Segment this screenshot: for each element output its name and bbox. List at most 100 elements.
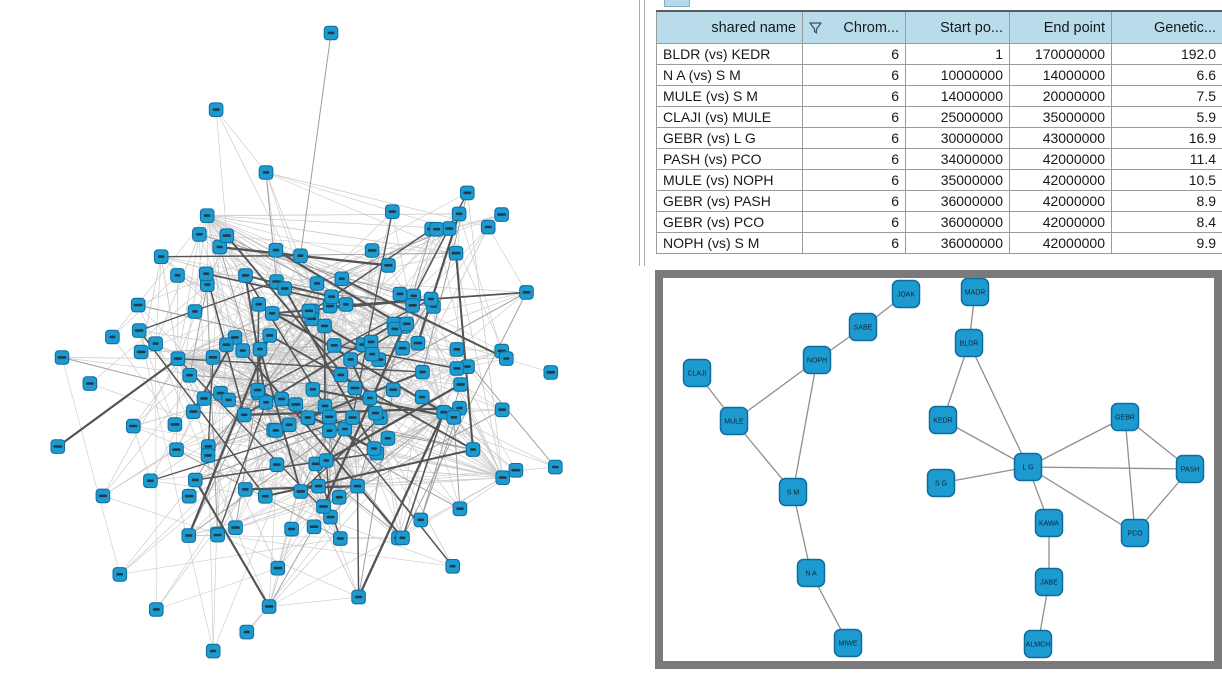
network-node[interactable] (251, 383, 265, 397)
network-node[interactable] (239, 483, 253, 497)
network-node[interactable] (346, 411, 360, 425)
network-node[interactable] (200, 209, 214, 223)
network-node[interactable] (382, 259, 396, 273)
network-node[interactable]: NOPH (804, 347, 831, 374)
network-node[interactable] (396, 531, 410, 545)
network-node[interactable] (312, 479, 326, 493)
network-node[interactable] (446, 560, 460, 574)
network-node[interactable]: N A (798, 560, 825, 587)
network-node[interactable] (396, 342, 410, 356)
panel-splitter[interactable] (639, 0, 645, 266)
network-node[interactable] (328, 339, 342, 353)
network-node[interactable] (400, 317, 414, 331)
network-node[interactable] (323, 424, 337, 438)
network-node[interactable] (364, 335, 378, 349)
network-node[interactable] (351, 479, 365, 493)
network-node[interactable]: CLAJI (684, 360, 711, 387)
network-node[interactable] (211, 528, 225, 542)
network-node[interactable]: KEDR (930, 407, 957, 434)
network-node[interactable] (363, 391, 377, 405)
network-node[interactable] (278, 282, 292, 296)
network-node[interactable] (406, 299, 420, 313)
column-header-shared-name[interactable]: shared name (657, 11, 803, 44)
network-node[interactable] (285, 522, 299, 536)
network-node[interactable]: PASH (1177, 456, 1204, 483)
network-node[interactable] (131, 298, 145, 312)
network-node[interactable] (282, 418, 296, 432)
network-node[interactable] (544, 366, 558, 380)
network-node[interactable] (365, 244, 379, 258)
network-node[interactable] (332, 491, 346, 505)
network-node[interactable] (348, 381, 362, 395)
network-node[interactable] (259, 396, 273, 410)
network-node[interactable] (222, 393, 236, 407)
network-node[interactable] (461, 186, 475, 200)
network-node[interactable] (269, 243, 283, 257)
network-node[interactable] (450, 343, 464, 357)
network-node[interactable] (416, 365, 430, 379)
network-node[interactable] (317, 500, 331, 514)
network-node[interactable] (323, 410, 337, 424)
network-node[interactable] (187, 405, 201, 419)
network-node[interactable] (263, 329, 277, 343)
network-node[interactable] (495, 208, 509, 222)
network-node[interactable] (318, 319, 332, 333)
network-node[interactable] (302, 304, 316, 318)
network-node[interactable] (252, 298, 266, 312)
network-node[interactable] (168, 418, 182, 432)
network-node[interactable] (411, 336, 425, 350)
network-node[interactable] (367, 442, 381, 456)
network-node[interactable] (320, 454, 334, 468)
network-node[interactable] (393, 287, 407, 301)
network-node[interactable] (430, 223, 444, 237)
network-node[interactable]: SABE (850, 314, 877, 341)
network-node[interactable] (520, 286, 534, 300)
network-node[interactable] (381, 432, 395, 446)
network-node[interactable] (206, 644, 220, 658)
network-node[interactable] (96, 489, 110, 503)
network-node[interactable] (289, 398, 303, 412)
network-node[interactable] (466, 443, 480, 457)
network-node[interactable] (275, 392, 289, 406)
network-node[interactable] (170, 443, 184, 457)
network-node[interactable] (238, 408, 252, 422)
network-node[interactable]: ALMCH (1025, 631, 1052, 658)
network-node[interactable] (144, 474, 158, 488)
network-node[interactable] (334, 532, 348, 546)
network-node[interactable] (106, 330, 120, 344)
network-node[interactable] (253, 342, 267, 356)
network-node[interactable] (149, 337, 163, 351)
column-header-genetic[interactable]: Genetic... (1112, 11, 1222, 44)
network-node[interactable]: BLDR (956, 330, 983, 357)
network-node[interactable] (294, 249, 308, 263)
horizontal-scrollbar-thumb[interactable] (664, 0, 690, 7)
network-node[interactable] (197, 392, 211, 406)
network-node[interactable] (495, 403, 509, 417)
network-node[interactable] (51, 440, 65, 454)
network-node[interactable] (259, 490, 273, 504)
network-node[interactable] (500, 352, 514, 366)
network-node[interactable] (450, 362, 464, 376)
network-node[interactable] (334, 368, 348, 382)
network-node[interactable] (229, 521, 243, 535)
network-node[interactable] (447, 411, 461, 425)
network-node[interactable] (365, 347, 379, 361)
network-node[interactable] (269, 424, 283, 438)
column-header-end-point[interactable]: End point (1010, 11, 1112, 44)
network-node[interactable] (201, 449, 215, 463)
network-node[interactable] (270, 458, 284, 472)
network-node[interactable] (271, 561, 285, 575)
network-node[interactable] (415, 390, 429, 404)
network-node[interactable] (307, 520, 321, 534)
network-node[interactable] (199, 267, 213, 281)
network-node[interactable] (352, 590, 366, 604)
network-node[interactable] (454, 378, 468, 392)
network-node[interactable] (386, 205, 400, 219)
network-node[interactable] (188, 305, 202, 319)
network-node[interactable] (134, 345, 148, 359)
